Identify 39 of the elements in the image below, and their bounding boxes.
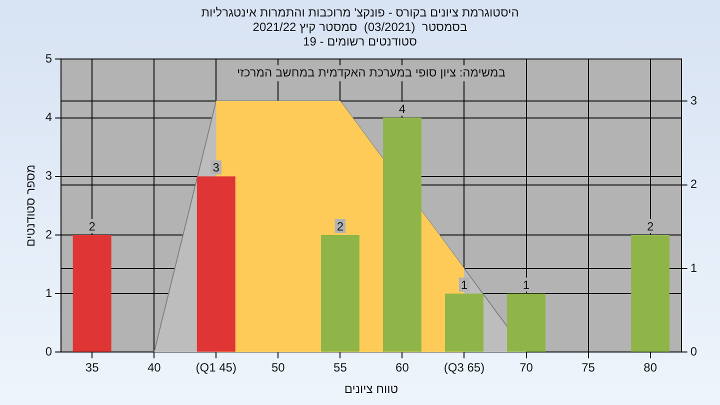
x-tick-label: 40 [147, 360, 162, 375]
data-label: 2 [88, 219, 96, 234]
y-tick-label: 2 [45, 227, 52, 242]
data-label: 2 [336, 219, 344, 234]
data-label: 4 [398, 102, 406, 116]
x-tick-label: 80 [644, 360, 658, 375]
x-axis-title: טווח ציונים [344, 382, 398, 396]
x-tick-label: (Q1 45) [196, 360, 236, 375]
y2-tick-label: 3 [690, 93, 698, 108]
bar [631, 235, 670, 352]
x-tick-label: 75 [582, 360, 596, 375]
y-tick-label: 3 [45, 168, 52, 183]
data-label: 2 [646, 219, 654, 234]
data-label: 3 [212, 160, 220, 175]
x-tick-label: (Q3 65) [444, 360, 485, 375]
x-tick-label: 35 [85, 360, 100, 375]
bar [72, 235, 112, 352]
x-tick-label: 70 [520, 360, 534, 375]
y-tick-label: 1 [45, 286, 52, 300]
x-tick-label: 60 [396, 360, 410, 375]
bar [445, 294, 484, 352]
x-tick-label: 50 [271, 360, 286, 375]
y-tick-label: 5 [45, 52, 52, 66]
y2-tick-label: 1 [690, 260, 698, 275]
y2-tick-label: 2 [690, 177, 698, 192]
annotation: במשימה: ציון סופי במערכת האקדמית במחשב המרכזי [236, 66, 506, 80]
y-tick-label: 4 [45, 110, 52, 124]
y-axis-title: מספר סטודנטים [24, 164, 38, 247]
chart-subtitle: בסמסטר (03/2021) סמסטר קיץ 2021/22 סטודנטים רשומים - 19 [252, 20, 468, 48]
bar [507, 294, 546, 352]
bar [320, 235, 360, 352]
bar [196, 176, 236, 352]
y-tick-label: 0 [45, 344, 52, 359]
data-label: 1 [460, 278, 468, 292]
data-label: 1 [522, 278, 530, 292]
chart-title: היסטוגרמת ציונים בקורס - פונקצ' מרוכבות והתמרות אינטגרליות [201, 6, 519, 20]
bar [382, 118, 422, 352]
x-tick-label: 55 [334, 360, 348, 375]
y2-tick-label: 0 [690, 344, 698, 359]
